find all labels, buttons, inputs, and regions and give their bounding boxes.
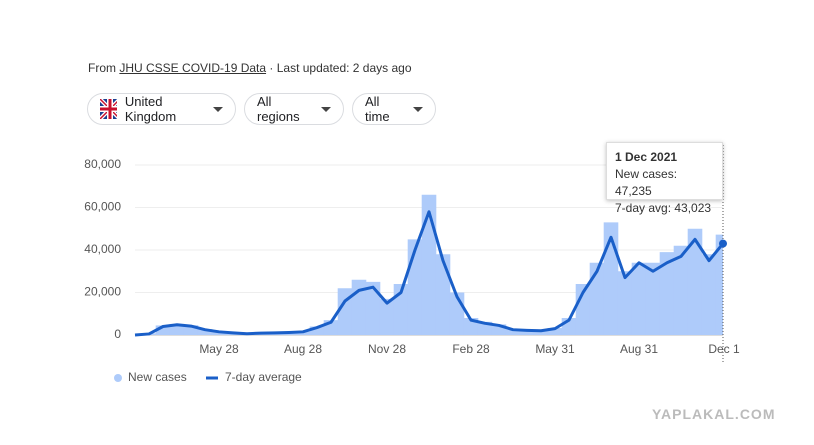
bar xyxy=(491,324,507,335)
source-line: From JHU CSSE COVID-19 Data · Last updat… xyxy=(88,61,412,75)
bar xyxy=(715,234,723,335)
x-tick-label: Feb 28 xyxy=(452,342,490,356)
x-tick-label: May 28 xyxy=(199,342,239,356)
bar xyxy=(365,281,381,335)
legend-dot xyxy=(114,374,122,382)
bar xyxy=(155,325,171,335)
bar xyxy=(183,325,199,335)
label: All time xyxy=(365,94,390,124)
x-tick-label: May 31 xyxy=(535,342,575,356)
bar xyxy=(169,323,185,335)
bar xyxy=(631,262,647,335)
bar xyxy=(519,329,535,335)
source-link[interactable]: JHU CSSE COVID-19 Data xyxy=(119,61,267,75)
legend-label: New cases xyxy=(128,370,187,384)
updated: · Last updated: 2 days ago xyxy=(269,61,412,75)
bar xyxy=(617,271,633,335)
y-tick-label: 60,000 xyxy=(84,200,121,214)
country-dropdown[interactable]: United Kingdom xyxy=(87,93,236,125)
flag xyxy=(100,99,117,119)
tooltip-date: 1 Dec 2021 xyxy=(615,150,678,164)
bar xyxy=(659,252,675,335)
watermark: YAPLAKAL.COM xyxy=(652,406,776,422)
y-tick-label: 40,000 xyxy=(84,242,121,256)
y-tick-label: 0 xyxy=(114,327,121,341)
bar xyxy=(547,327,563,335)
label: All regions xyxy=(257,94,300,124)
bar xyxy=(701,254,717,335)
bar xyxy=(645,262,661,335)
time-dropdown[interactable]: All time xyxy=(352,93,436,125)
tooltip-new: New cases: 47,235 xyxy=(615,167,678,198)
y-tick-label: 80,000 xyxy=(84,157,121,171)
region-dropdown[interactable]: All regions xyxy=(244,93,344,125)
prefix: From xyxy=(88,61,116,75)
bar xyxy=(673,245,689,335)
bar xyxy=(197,329,213,335)
bar xyxy=(379,298,395,335)
bar xyxy=(505,329,521,335)
bar xyxy=(687,228,703,335)
label: United Kingdom xyxy=(124,94,177,124)
x-tick-label: Dec 1 xyxy=(708,342,740,356)
y-tick-label: 20,000 xyxy=(84,285,121,299)
bar xyxy=(589,262,605,335)
bar xyxy=(309,326,325,335)
x-tick-label: Aug 31 xyxy=(620,342,658,356)
bar xyxy=(435,254,451,335)
end-dot xyxy=(719,239,727,248)
x-tick-label: Aug 28 xyxy=(284,342,322,356)
legend-label: 7-day average xyxy=(225,370,302,384)
avg-line xyxy=(134,210,725,337)
tooltip: 1 Dec 2021 New cases: 47,235 7-day avg: 43… xyxy=(606,142,723,215)
tooltip-avg: 7-day avg: 43,023 xyxy=(615,201,712,215)
x-tick-label: Nov 28 xyxy=(368,342,406,356)
bar xyxy=(533,330,549,335)
